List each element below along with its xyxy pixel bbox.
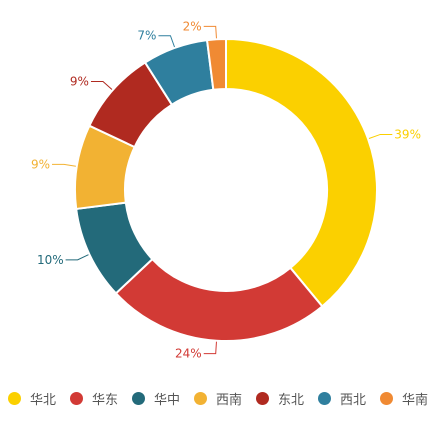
label-leader-line bbox=[65, 254, 89, 261]
label-leader-line bbox=[203, 341, 217, 355]
legend-item[interactable]: 西北 bbox=[318, 386, 366, 410]
label-leader-line bbox=[158, 35, 175, 48]
legend-label: 西北 bbox=[340, 392, 367, 408]
legend-label: 华东 bbox=[92, 392, 119, 408]
legend-item[interactable]: 西南 bbox=[194, 386, 242, 410]
legend-swatch bbox=[380, 391, 393, 405]
data-label: 9% bbox=[70, 75, 89, 89]
label-leader-line bbox=[368, 133, 393, 139]
label-leader-line bbox=[90, 81, 113, 90]
data-label: 9% bbox=[31, 157, 50, 171]
data-label: 7% bbox=[137, 29, 156, 43]
donut-slice[interactable] bbox=[205, 37, 227, 91]
legend-item[interactable]: 华南 bbox=[380, 386, 428, 410]
label-leader-line bbox=[203, 25, 217, 39]
legend-item[interactable]: 华中 bbox=[132, 386, 180, 410]
donut-chart: 39% 24% 10% 9% 9% 7% 2% bbox=[31, 19, 421, 360]
legend-label: 华南 bbox=[402, 392, 429, 408]
legend-swatch bbox=[256, 391, 269, 405]
data-label: 24% bbox=[175, 347, 202, 361]
data-label: 2% bbox=[183, 19, 202, 33]
legend-item[interactable]: 华北 bbox=[8, 386, 56, 410]
donut-slices bbox=[73, 37, 378, 342]
label-leaders bbox=[52, 25, 393, 355]
legend-swatch bbox=[132, 391, 145, 405]
legend-swatch bbox=[318, 391, 331, 405]
legend-label: 东北 bbox=[278, 392, 305, 408]
data-label: 39% bbox=[394, 127, 421, 141]
legend-swatch bbox=[194, 391, 207, 405]
data-label: 10% bbox=[37, 253, 64, 267]
legend-item[interactable]: 华东 bbox=[70, 386, 118, 410]
donut-slice[interactable] bbox=[114, 257, 324, 342]
legend-label: 华北 bbox=[30, 392, 57, 408]
legend-label: 华中 bbox=[154, 392, 181, 408]
legend-label: 西南 bbox=[216, 392, 243, 408]
donut-slice[interactable] bbox=[225, 37, 378, 308]
label-leader-line bbox=[52, 163, 76, 167]
data-labels: 39% 24% 10% 9% 9% 7% 2% bbox=[31, 19, 421, 360]
legend-swatch bbox=[70, 391, 83, 405]
legend-swatch bbox=[8, 391, 21, 405]
legend: 华北 华东 华中 西南 东北 西北 华南 bbox=[0, 386, 448, 410]
legend-item[interactable]: 东北 bbox=[256, 386, 304, 410]
